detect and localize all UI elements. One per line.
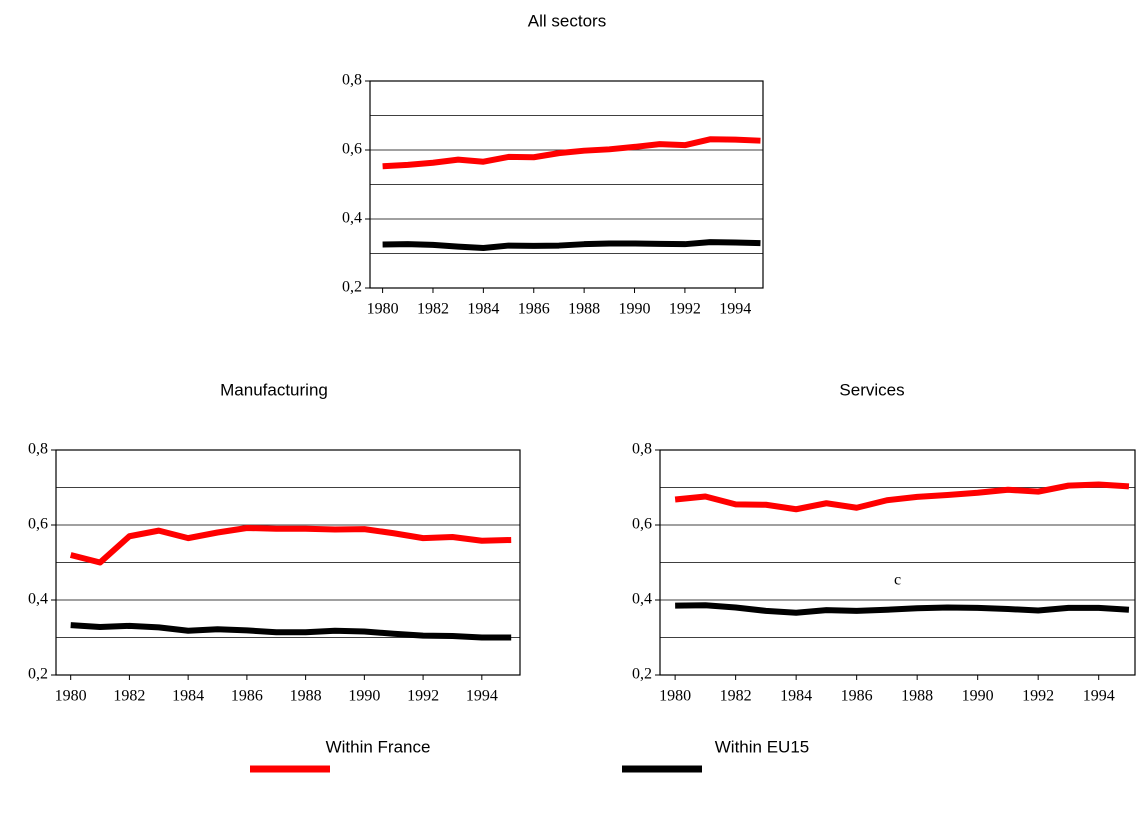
x-tick-label: 1988 — [290, 688, 322, 705]
x-tick-label: 1990 — [619, 301, 651, 318]
series-line — [69, 525, 512, 566]
x-tick-label: 1992 — [1022, 688, 1054, 705]
x-tick-label: 1982 — [113, 688, 145, 705]
x-tick-label: 1984 — [172, 688, 204, 705]
y-tick-label: 0,2 — [632, 666, 652, 683]
x-tick-label: 1990 — [348, 688, 380, 705]
chart-title: Manufacturing — [220, 380, 328, 399]
x-tick-label: 1986 — [231, 688, 263, 705]
plot-area — [369, 80, 764, 289]
x-tick-label: 1994 — [719, 301, 751, 318]
series-line — [675, 602, 1130, 616]
x-tick-label: 1986 — [518, 301, 550, 318]
series-line — [70, 622, 512, 641]
y-tick-label: 0,8 — [28, 441, 48, 458]
y-tick-label: 0,6 — [632, 516, 652, 533]
x-tick-label: 1980 — [55, 688, 87, 705]
y-tick-label: 0,8 — [342, 72, 362, 89]
x-tick-label: 1986 — [841, 688, 873, 705]
x-tick-label: 1982 — [720, 688, 752, 705]
series-line — [382, 136, 761, 170]
x-tick-label: 1980 — [659, 688, 691, 705]
legend-label: Within EU15 — [715, 737, 809, 756]
plot-area — [55, 449, 521, 676]
y-tick-label: 0,6 — [342, 141, 362, 158]
chart-title: All sectors — [528, 11, 606, 30]
y-tick-label: 0,2 — [28, 666, 48, 683]
x-tick-label: 1982 — [417, 301, 449, 318]
y-tick-label: 0,4 — [342, 210, 362, 227]
y-tick-label: 0,6 — [28, 516, 48, 533]
series-line — [382, 239, 761, 251]
y-tick-label: 0,4 — [632, 591, 652, 608]
x-tick-label: 1990 — [962, 688, 994, 705]
x-tick-label: 1984 — [780, 688, 812, 705]
annotation: c — [894, 572, 901, 589]
plot-area — [659, 449, 1136, 676]
x-tick-label: 1994 — [466, 688, 498, 705]
series-line — [674, 481, 1130, 513]
x-tick-label: 1988 — [568, 301, 600, 318]
y-tick-label: 0,4 — [28, 591, 48, 608]
y-tick-label: 0,2 — [342, 279, 362, 296]
x-tick-label: 1992 — [407, 688, 439, 705]
x-tick-label: 1992 — [669, 301, 701, 318]
x-tick-label: 1994 — [1083, 688, 1115, 705]
x-tick-label: 1980 — [367, 301, 399, 318]
y-tick-label: 0,8 — [632, 441, 652, 458]
x-tick-label: 1988 — [901, 688, 933, 705]
x-tick-label: 1984 — [467, 301, 499, 318]
legend-label: Within France — [326, 737, 431, 756]
chart-title: Services — [839, 380, 904, 399]
